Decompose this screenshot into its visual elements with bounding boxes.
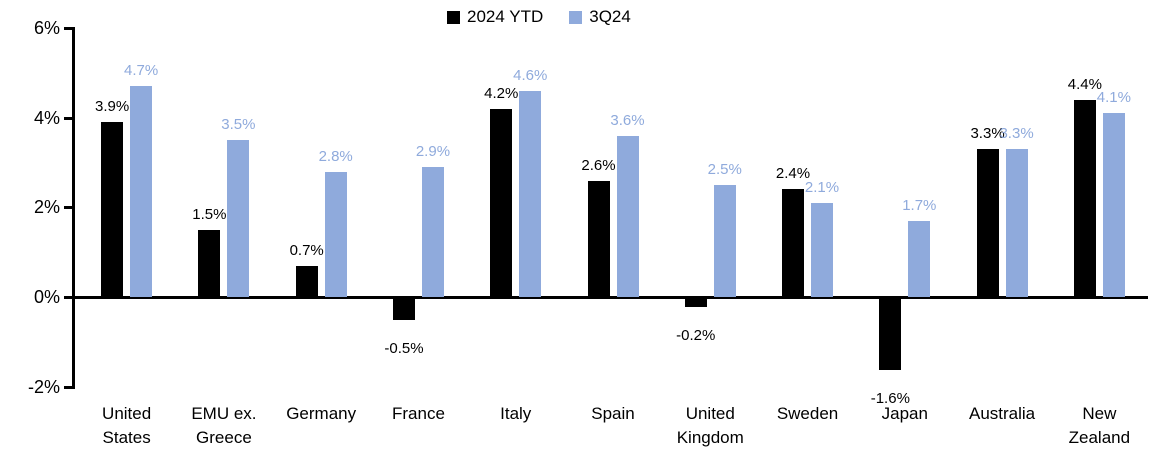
value-label: 2.9%: [415, 143, 451, 161]
value-label: 3.3%: [999, 125, 1034, 143]
y-tick-label: 4%: [33, 107, 60, 128]
value-label: 4.4%: [1067, 75, 1102, 93]
value-label: 3.3%: [970, 125, 1005, 143]
bar-ytd-united-kingdom: [684, 298, 707, 307]
legend-swatch-3q24: [569, 10, 583, 24]
value-label: -0.5%: [384, 340, 424, 358]
bar-ytd-france: [392, 298, 415, 321]
value-label: 2.5%: [707, 161, 742, 178]
x-axis-line: [72, 296, 1148, 299]
y-tick-mark: [64, 116, 75, 120]
bar-3q24-new-zealand: [1102, 113, 1125, 297]
bar-3q24-spain: [616, 135, 639, 297]
category-label-france: France: [391, 404, 445, 423]
bar-ytd-emu-ex-greece: [198, 229, 221, 297]
bar-ytd-united-states: [101, 122, 124, 297]
value-label: -1.6%: [870, 389, 910, 407]
bar-3q24-emu-ex-greece: [227, 140, 250, 297]
category-label-new-zealand: New Zealand: [1068, 404, 1131, 447]
bar-3q24-australia: [1005, 149, 1028, 297]
value-label: 4.1%: [1096, 89, 1131, 107]
bar-ytd-australia: [976, 149, 999, 297]
category-label-australia: Australia: [969, 404, 1036, 423]
y-tick-label: 2%: [33, 197, 60, 218]
value-label: 4.6%: [513, 66, 548, 84]
value-label: 2.6%: [581, 156, 616, 174]
bar-ytd-spain: [587, 180, 610, 297]
legend-swatch-2024-ytd: [447, 10, 460, 24]
value-label: 1.7%: [902, 196, 937, 214]
chart-legend: 2024 YTD 3Q24: [447, 7, 631, 27]
bar-3q24-germany: [324, 171, 347, 297]
bar-ytd-new-zealand: [1073, 99, 1096, 297]
category-label-spain: Spain: [591, 404, 635, 423]
legend-item-3q24: 3Q24: [569, 7, 631, 27]
bar-ytd-japan: [879, 298, 902, 370]
value-label: 3.9%: [95, 98, 130, 116]
category-label-emu-ex-greece: EMU ex. Greece: [191, 404, 257, 447]
value-label: 1.5%: [192, 205, 227, 223]
value-label: 0.7%: [289, 241, 324, 259]
legend-item-2024-ytd: 2024 YTD: [447, 7, 543, 27]
value-label: -0.2%: [676, 326, 716, 344]
legend-label-2024-ytd: 2024 YTD: [467, 7, 544, 26]
bar-3q24-sweden: [811, 202, 834, 297]
value-label: 3.5%: [221, 116, 256, 134]
y-tick-mark: [64, 206, 75, 210]
y-tick-label: 6%: [33, 18, 60, 39]
y-tick-label: 0%: [33, 287, 60, 307]
category-label-united-states: United States: [102, 404, 152, 447]
category-label-italy: Italy: [500, 404, 532, 423]
y-tick-mark: [64, 385, 75, 389]
bar-3q24-japan: [908, 220, 931, 297]
category-label-japan: Japan: [881, 404, 928, 423]
bar-3q24-united-states: [130, 86, 153, 297]
y-tick-mark: [64, 27, 75, 31]
y-tick-label: -2%: [27, 376, 60, 397]
value-label: 2.1%: [804, 178, 840, 196]
category-label-united-kingdom: United Kingdom: [676, 404, 744, 447]
y-tick-mark: [64, 296, 75, 299]
bar-3q24-italy: [519, 90, 542, 297]
bar-3q24-united-kingdom: [713, 185, 736, 297]
value-label: 3.6%: [610, 111, 645, 129]
bar-3q24-france: [421, 167, 444, 297]
legend-label-3q24: 3Q24: [589, 7, 631, 26]
value-label: 4.2%: [484, 84, 519, 102]
category-label-germany: Germany: [286, 404, 357, 423]
bar-ytd-italy: [490, 108, 513, 297]
category-label-sweden: Sweden: [776, 404, 839, 423]
value-label: 2.4%: [775, 165, 811, 183]
bar-ytd-sweden: [782, 189, 805, 297]
value-label: 4.7%: [124, 62, 159, 80]
bar-ytd-germany: [295, 265, 318, 297]
value-label: 2.8%: [318, 147, 353, 165]
